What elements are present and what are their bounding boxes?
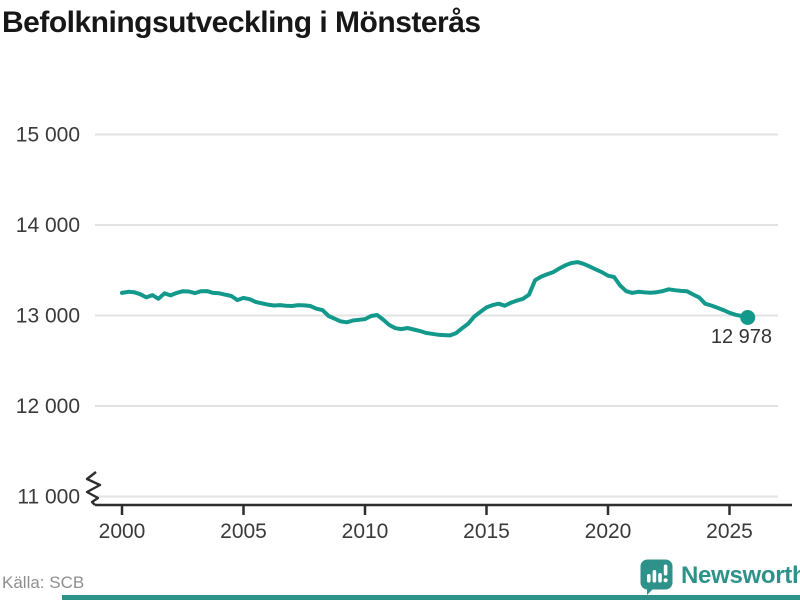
y-axis-break-icon xyxy=(85,471,102,506)
newsworthy-logo: Newsworthy xyxy=(640,559,800,597)
newsworthy-wordmark: Newsworthy xyxy=(681,562,800,589)
y-tick-label: 13 000 xyxy=(16,305,80,328)
x-tick-label: 2005 xyxy=(220,520,267,543)
y-tick-label: 11 000 xyxy=(17,486,80,509)
source-credit: Källa: SCB xyxy=(2,573,85,592)
y-tick-label: 15 000 xyxy=(16,124,80,147)
y-tick-label: 12 000 xyxy=(16,395,80,418)
bar-chart-exclamation-badge-icon xyxy=(640,559,673,595)
x-tick-label: 2020 xyxy=(585,520,632,543)
x-tick-label: 2010 xyxy=(342,520,389,543)
x-tick-label: 2015 xyxy=(463,520,510,543)
last-value-annotation: 12 978 xyxy=(710,326,772,348)
population-line-chart: 15 000 14 000 13 000 12 000 11 000 2000 2005 20… xyxy=(16,124,792,543)
brand-footer-bar xyxy=(62,595,800,600)
x-tick-label: 2000 xyxy=(99,520,146,543)
page-title: Befolkningsutveckling i Mönsterås xyxy=(2,6,481,39)
y-tick-label: 14 000 xyxy=(16,214,80,237)
x-tick-label: 2025 xyxy=(706,520,753,543)
population-series-line xyxy=(120,260,750,338)
last-value-marker xyxy=(740,309,756,325)
